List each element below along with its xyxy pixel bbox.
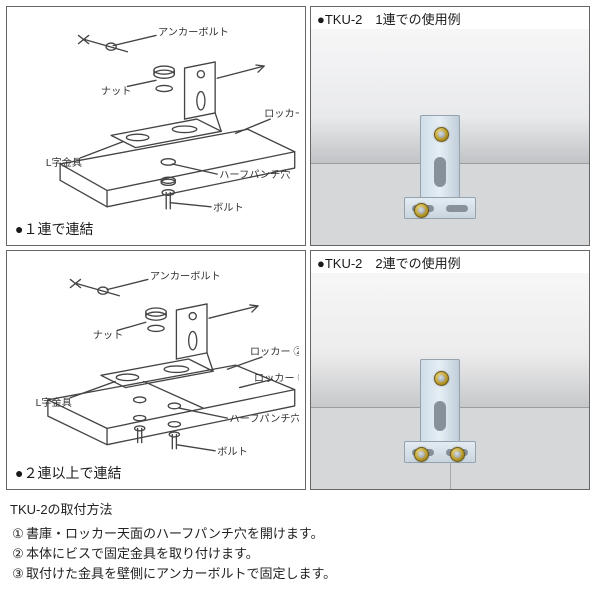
instructions-step-text: 取付けた金具を壁側にアンカーボルトで固定します。 [26,566,336,581]
label-anchor-bolt: アンカーボルト [150,270,221,282]
label-locker-2: ロッカー ② [250,346,299,358]
label-l-bracket: L字金具 [36,396,72,409]
instructions-title: TKU-2の取付方法 [10,500,586,520]
photo-1ren-bracket [404,115,474,225]
diagram-1ren-caption: ●１連で連結 [15,219,93,239]
instructions-step: ①書庫・ロッカー天面のハーフパンチ穴を開けます。 [10,524,586,544]
photo-2ren: ●TKU-2 2連での使用例 [310,250,590,490]
photo-1ren-title: ●TKU-2 1連での使用例 [317,9,461,28]
photo-2ren-scene [311,273,589,489]
instructions-step: ③取付けた金具を壁側にアンカーボルトで固定します。 [10,564,586,584]
photo-2ren-title: ●TKU-2 2連での使用例 [317,253,461,272]
label-bolt: ボルト [217,446,248,458]
instructions-block: TKU-2の取付方法 ①書庫・ロッカー天面のハーフパンチ穴を開けます。 ②本体に… [6,494,590,585]
label-half-punch: ハーフパンチ穴 [229,412,299,425]
label-l-bracket: L字金具 [46,156,82,169]
label-half-punch: ハーフパンチ穴 [219,168,290,181]
diagram-1ren-svg: アンカーボルト ナット L字金具 ロッカー ハーフパンチ穴 ボルト [13,13,299,217]
bolt-icon [414,203,429,218]
photo-1ren-scene [311,29,589,245]
label-locker-1: ロッカー ① [254,372,299,384]
label-anchor-bolt: アンカーボルト [158,26,229,38]
diagram-2ren: アンカーボルト ナット L字金具 ロッカー ② ロッカー ① ハーフパンチ穴 ボ… [6,250,306,490]
photo-2ren-bracket [404,359,474,469]
instructions-step: ②本体にビスで固定金具を取り付けます。 [10,544,586,564]
bolt-icon [414,447,429,462]
instructions-step-text: 本体にビスで固定金具を取り付けます。 [26,546,259,561]
label-nut: ナット [101,86,132,98]
bolt-icon [434,127,449,142]
bolt-icon [434,371,449,386]
diagram-1ren: アンカーボルト ナット L字金具 ロッカー ハーフパンチ穴 ボルト ●１連で連結 [6,6,306,246]
label-bolt: ボルト [213,202,244,214]
diagram-2ren-caption: ●２連以上で連結 [15,463,121,483]
bolt-icon [450,447,465,462]
diagram-2ren-svg: アンカーボルト ナット L字金具 ロッカー ② ロッカー ① ハーフパンチ穴 ボ… [13,257,299,461]
label-nut: ナット [93,330,124,342]
photo-1ren: ●TKU-2 1連での使用例 [310,6,590,246]
instructions-step-text: 書庫・ロッカー天面のハーフパンチ穴を開けます。 [26,526,324,541]
label-locker: ロッカー [264,108,299,120]
